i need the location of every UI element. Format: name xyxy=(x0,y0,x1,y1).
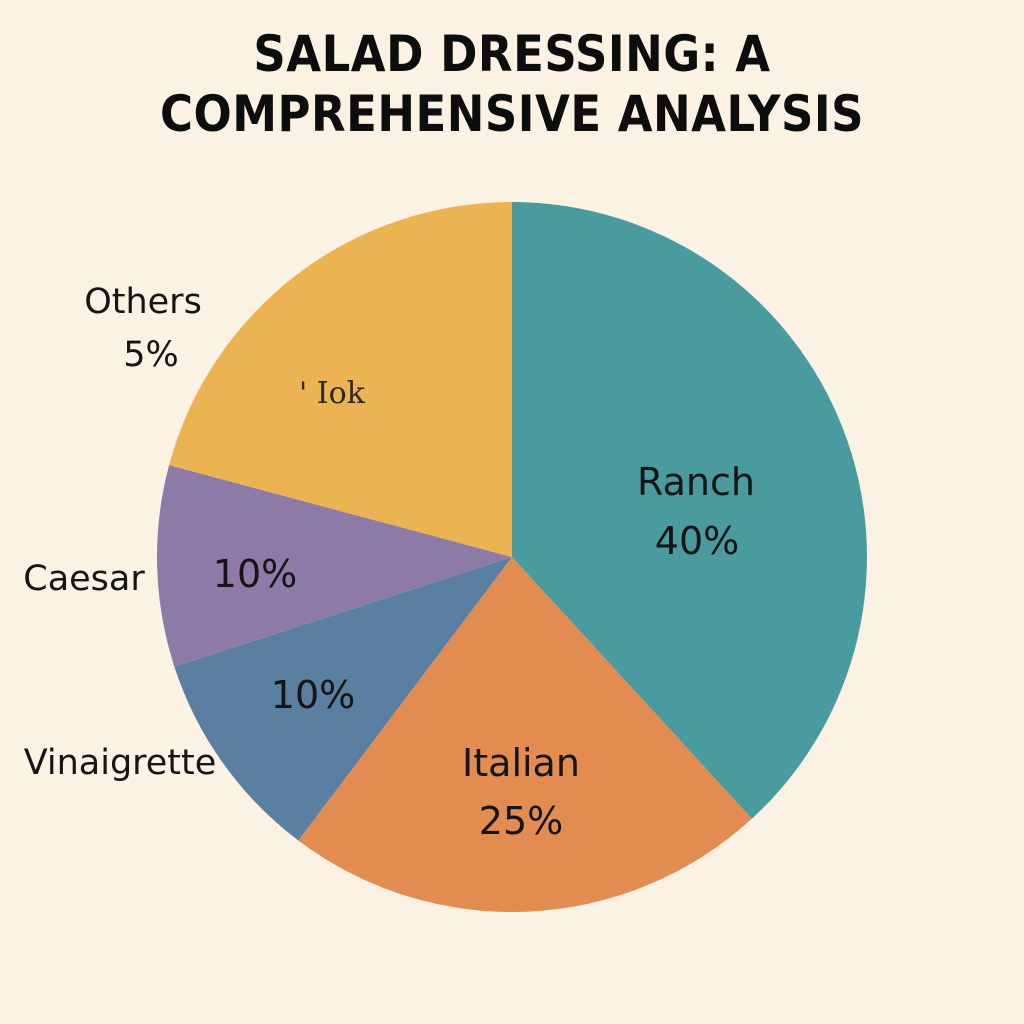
slice-value-ranch: 40% xyxy=(655,519,739,563)
slice-value-others: 5% xyxy=(123,335,179,375)
chart-title: SALAD DRESSING: A COMPREHENSIVE ANALYSIS xyxy=(0,24,1024,144)
slice-value-vinaigrette: 10% xyxy=(271,673,355,717)
slice-label-ranch: Ranch xyxy=(637,460,755,504)
pie-slice-ranch xyxy=(512,202,867,819)
slice-label-others: Others xyxy=(84,282,202,322)
pie-slice-italian xyxy=(298,557,752,912)
pie-labels: Ranch 40% Italian 25% 10% Vinaigrette 10… xyxy=(23,282,755,843)
stray-scribble-text: ' Iok xyxy=(299,376,366,411)
slice-value-italian: 25% xyxy=(479,799,563,843)
chart-title-line-2: COMPREHENSIVE ANALYSIS xyxy=(160,85,864,143)
pie-slice-caesar xyxy=(157,465,512,667)
chart-title-line-1: SALAD DRESSING: A xyxy=(253,25,771,83)
pie-slice-others xyxy=(169,202,512,557)
pie-slices xyxy=(157,202,867,912)
slice-label-italian: Italian xyxy=(462,741,580,785)
slice-label-vinaigrette: Vinaigrette xyxy=(24,743,217,783)
slice-value-caesar: 10% xyxy=(213,552,297,596)
pie-slice-vinaigrette xyxy=(174,557,512,841)
slice-label-caesar: Caesar xyxy=(23,559,145,599)
